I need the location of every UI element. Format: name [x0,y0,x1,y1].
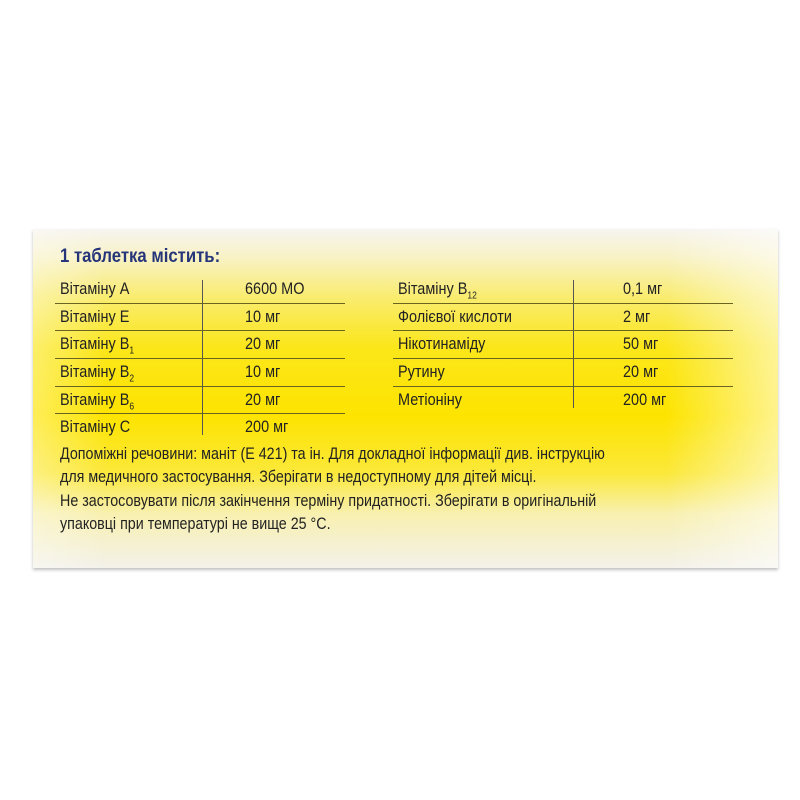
ingredient-amount: 20 мг [623,362,659,382]
column-divider [202,280,203,435]
ingredient-label: Рутину [398,362,445,382]
ingredient-label: Фолієвої кислоти [398,306,512,326]
ingredient-name: Вітаміну B2 [60,362,134,384]
table-row: Вітаміну C 200 мг [55,414,345,441]
ingredient-label: Вітаміну B [60,362,130,382]
table-row: Нікотинаміду 50 мг [393,331,733,360]
ingredient-name: Вітаміну E [60,307,129,327]
ingredient-amount: 2 мг [623,306,651,326]
footer-line: упаковці при температурі не вище 25 °C. [60,513,331,533]
ingredient-label: Вітаміну B [60,334,130,354]
ingredient-amount: 10 мг [245,362,281,382]
ingredient-amount: 6600 МО [245,279,305,298]
ingredient-name: Вітаміну B12 [398,279,477,301]
right-composition-table: Вітаміну B12 0,1 мг Фолієвої кислоти 2 мг Ні… [393,276,733,413]
table-row: Вітаміну B12 0,1 мг [393,276,733,304]
ingredient-label: Метіоніну [398,389,463,409]
ingredient-amount: 20 мг [245,334,281,354]
table-row: Вітаміну B2 10 мг [55,359,345,387]
table-row: Вітаміну B6 20 мг [55,387,345,415]
ingredient-label: Вітаміну A [60,279,130,298]
table-row: Вітаміну A 6600 МО [55,276,345,304]
ingredient-subscript: 1 [129,345,135,357]
ingredient-amount: 200 мг [245,417,289,437]
package-box: 1 таблетка містить: Вітаміну A 6600 МО Віт… [33,229,778,568]
table-row: Вітаміну B1 20 мг [55,331,345,360]
left-composition-table: Вітаміну A 6600 МО Вітаміну E 10 мг Вітаміну… [55,276,345,441]
ingredient-amount: 10 мг [245,306,281,326]
table-row: Метіоніну 200 мг [393,387,733,414]
ingredient-name: Нікотинаміду [398,334,485,354]
ingredient-name: Рутину [398,362,445,382]
table-row: Вітаміну E 10 мг [55,304,345,332]
table-row: Фолієвої кислоти 2 мг [393,304,733,332]
ingredient-name: Вітаміну C [60,417,130,437]
ingredient-label: Вітаміну B [60,389,130,409]
ingredient-label: Нікотинаміду [398,334,486,354]
footer-line: для медичного застосування. Зберігати в … [60,467,537,487]
footer-line: Не застосовувати після закінчення термін… [60,490,597,510]
ingredient-subscript: 2 [129,373,135,385]
ingredient-name: Фолієвої кислоти [398,307,512,327]
ingredient-amount: 20 мг [245,389,281,409]
ingredient-name: Метіоніну [398,390,462,410]
ingredient-amount: 50 мг [623,334,659,354]
footer-line: Допоміжні речовини: маніт (E 421) та ін.… [60,444,605,463]
ingredient-name: Вітаміну A [60,279,129,299]
ingredient-label: Вітаміну E [60,306,130,326]
ingredient-label: Вітаміну C [60,417,131,437]
ingredient-name: Вітаміну B6 [60,390,134,412]
ingredient-amount: 0,1 мг [623,279,663,298]
ingredient-subscript: 12 [467,290,477,302]
composition-heading: 1 таблетка містить: [60,246,221,267]
ingredient-amount: 200 мг [623,389,667,409]
column-divider [573,280,574,408]
storage-instructions: Допоміжні речовини: маніт (E 421) та ін.… [60,442,709,535]
table-row: Рутину 20 мг [393,359,733,387]
ingredient-subscript: 6 [129,401,135,413]
ingredient-label: Вітаміну B [398,279,468,298]
ingredient-name: Вітаміну B1 [60,334,134,356]
